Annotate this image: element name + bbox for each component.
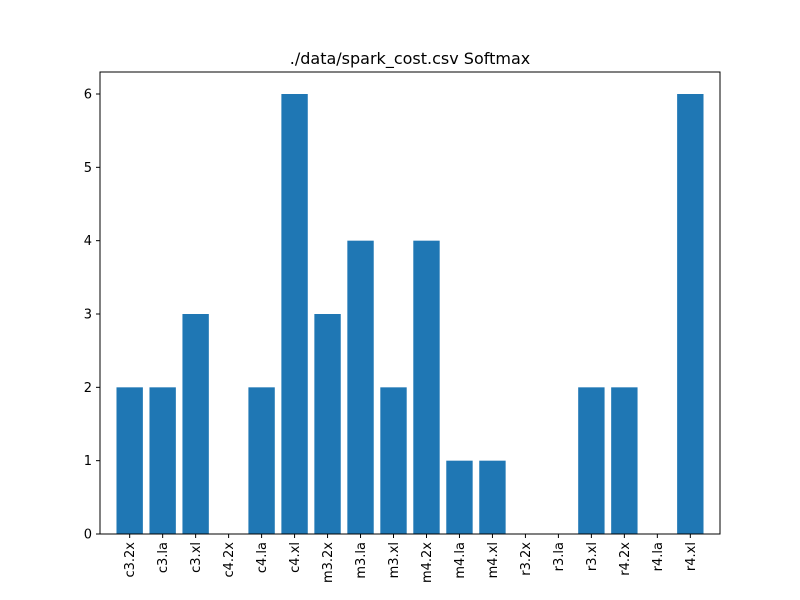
y-tick-label: 3 xyxy=(84,308,92,323)
x-tick-label-r3.la: r3.la xyxy=(552,542,567,571)
x-tick-label-m4.la: m4.la xyxy=(453,542,468,579)
bar-m3.la xyxy=(347,240,374,534)
bar-m4.la xyxy=(446,460,473,534)
chart-title: ./data/spark_cost.csv Softmax xyxy=(290,49,530,69)
bar-r4.2x xyxy=(611,387,638,534)
x-tick-label-c4.la: c4.la xyxy=(255,542,270,573)
bar-m4.2x xyxy=(413,240,440,534)
bar-m3.2x xyxy=(314,314,341,534)
y-tick-label: 2 xyxy=(84,381,92,396)
bars-group xyxy=(116,94,704,534)
y-tick-label: 0 xyxy=(84,528,92,543)
x-tick-label-r4.xl: r4.xl xyxy=(684,542,699,571)
x-tick-label-c3.la: c3.la xyxy=(156,542,171,573)
y-tick-label: 5 xyxy=(84,161,92,176)
x-tick-label-r3.2x: r3.2x xyxy=(519,542,534,576)
y-tick-label: 1 xyxy=(84,454,92,469)
x-tick-label-m3.2x: m3.2x xyxy=(321,542,336,583)
x-tick-label-m4.2x: m4.2x xyxy=(420,542,435,583)
x-tick-label-c4.xl: c4.xl xyxy=(288,542,303,573)
bar-m4.xl xyxy=(479,460,506,534)
bar-c4.la xyxy=(248,387,275,534)
plot-frame xyxy=(99,71,721,535)
x-tick-label-m4.xl: m4.xl xyxy=(486,542,501,578)
bar-r4.xl xyxy=(677,94,704,534)
bar-c4.xl xyxy=(281,94,308,534)
y-tick-label: 6 xyxy=(84,88,92,103)
x-tick-label-r4.la: r4.la xyxy=(651,542,666,571)
bar-c3.xl xyxy=(182,314,209,534)
x-tick-label-c4.2x: c4.2x xyxy=(222,542,237,578)
x-axis: c3.2x c3.la c3.xl c4.2x c4.la c4.xl m3.2x m3.la… xyxy=(123,534,699,583)
x-tick-label-m3.xl: m3.xl xyxy=(387,542,402,578)
x-tick-label-c3.2x: c3.2x xyxy=(123,542,138,578)
y-tick-label: 4 xyxy=(84,234,92,249)
bar-c3.la xyxy=(149,387,176,534)
bar-c3.2x xyxy=(116,387,143,534)
bar-m3.xl xyxy=(380,387,407,534)
y-axis: 0 1 2 3 4 5 6 xyxy=(84,88,100,543)
x-tick-label-r3.xl: r3.xl xyxy=(585,542,600,571)
x-tick-label-m3.la: m3.la xyxy=(354,542,369,579)
x-tick-label-r4.2x: r4.2x xyxy=(618,542,633,576)
x-tick-label-c3.xl: c3.xl xyxy=(189,542,204,573)
bar-r3.xl xyxy=(578,387,605,534)
